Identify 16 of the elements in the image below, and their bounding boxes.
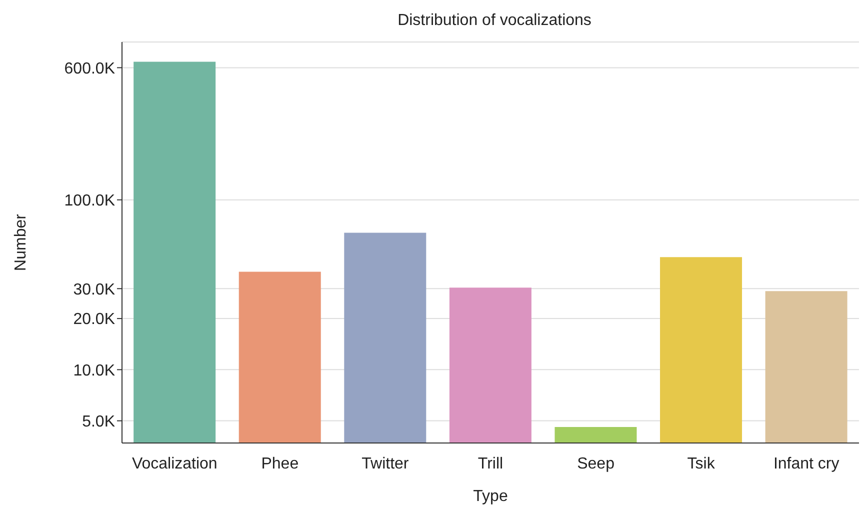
y-tick-label: 30.0K — [73, 281, 116, 298]
y-tick-label: 100.0K — [64, 192, 116, 210]
y-tick-label: 600.0K — [64, 60, 116, 78]
x-tick-label: Seep — [577, 455, 615, 472]
y-tick-label: 10.0K — [73, 362, 116, 380]
x-tick-label: Infant cry — [773, 455, 840, 472]
x-tick-label: Vocalization — [132, 455, 218, 472]
chart-title: Distribution of vocalizations — [396, 12, 592, 30]
x-tick-label: Trill — [478, 455, 504, 472]
y-axis-title: Number — [12, 213, 30, 271]
x-axis-title: Type — [473, 488, 508, 505]
y-tick-label: 5.0K — [82, 413, 116, 430]
y-tick-label: 20.0K — [73, 311, 116, 328]
x-tick-label: Twitter — [362, 455, 410, 472]
x-tick-label: Tsik — [687, 455, 716, 472]
x-tick-label: Phee — [261, 455, 299, 472]
